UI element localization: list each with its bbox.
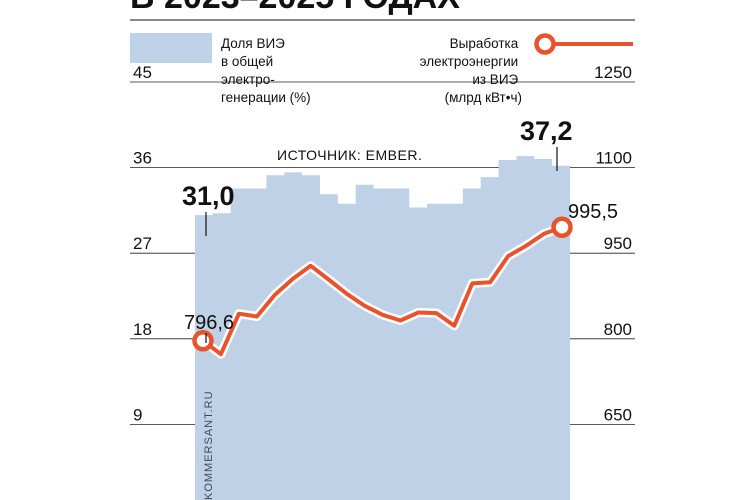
chart-title: В 2023–2025 ГОДАХ [130, 0, 460, 16]
output-point [291, 277, 295, 281]
legend-output-swatch-marker [534, 33, 556, 55]
legend-share-swatch [130, 33, 212, 63]
left-tick-label: 36 [133, 149, 152, 168]
output-point [219, 352, 223, 356]
output-point [470, 281, 474, 285]
right-tick-label: 800 [604, 320, 632, 339]
output-point [452, 324, 456, 328]
legend-share-text: Доля ВИЭ в общей электро- генерации (%) [221, 36, 311, 105]
output-end-marker [551, 216, 573, 238]
first-share-label: 31,0 [182, 181, 235, 211]
right-tick-label: 1250 [594, 63, 632, 82]
axis-ticks: 45 1250 36 1100 27 950 18 800 9 650 [133, 63, 632, 424]
output-point [524, 244, 528, 248]
source-note: ИСТОЧНИК: EMBER. [277, 147, 422, 163]
watermark: KOMMERSANT.RU [203, 390, 215, 500]
output-point [381, 313, 384, 317]
last-share-label: 37,2 [520, 116, 573, 146]
last-output-label: 995,5 [568, 201, 618, 223]
share-area-layer [195, 156, 570, 500]
output-point [363, 304, 367, 308]
left-tick-label: 9 [133, 405, 142, 424]
output-line-layer [192, 216, 573, 359]
left-tick-label: 45 [133, 63, 152, 82]
output-point [309, 264, 313, 268]
share-area [195, 156, 570, 500]
output-point [488, 280, 492, 284]
output-point [434, 311, 438, 315]
legend-output-text: Выработка электроэнергии из ВИЭ (млрд кВ… [420, 36, 522, 105]
right-tick-label: 1100 [595, 149, 632, 168]
output-point [542, 232, 546, 236]
right-tick-label: 950 [604, 234, 632, 253]
left-tick-label: 27 [133, 234, 152, 253]
output-point [255, 315, 259, 319]
first-output-label: 796,6 [184, 312, 234, 334]
output-point [506, 254, 510, 258]
output-point [237, 312, 241, 316]
left-tick-label: 18 [133, 320, 152, 339]
output-point [416, 311, 420, 315]
right-tick-label: 650 [604, 405, 632, 424]
output-point [398, 319, 402, 323]
output-point [345, 292, 349, 296]
output-point [273, 293, 277, 297]
data-labels: 31,0 37,2 796,6 995,5 [182, 116, 618, 343]
output-end-marker [192, 329, 214, 352]
output-point [327, 277, 331, 281]
